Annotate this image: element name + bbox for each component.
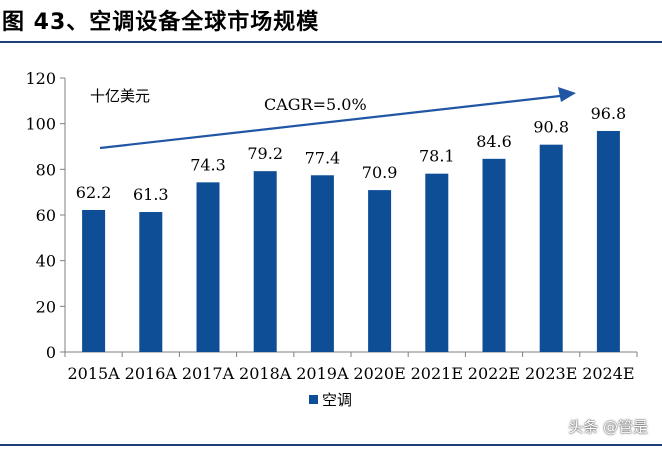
bar: [482, 158, 506, 352]
watermark: 头条 @管是: [568, 418, 648, 436]
x-tick-label: 2021E: [411, 364, 463, 383]
figure-title: 图 43、空调设备全球市场规模: [2, 10, 320, 35]
data-label: 90.8: [533, 118, 569, 137]
footer-rule: [0, 444, 662, 446]
x-tick-label: 2023E: [525, 364, 577, 383]
bar: [196, 182, 220, 352]
data-label: 70.9: [362, 163, 398, 182]
title-rule: [0, 41, 662, 43]
y-tick-label: 0: [46, 343, 56, 362]
x-tick-label: 2018A: [239, 364, 292, 383]
bar: [596, 130, 620, 352]
bar: [139, 212, 163, 352]
x-tick-label: 2022E: [468, 364, 520, 383]
bar: [539, 144, 563, 352]
legend-swatch: [309, 395, 318, 404]
data-label: 77.4: [305, 148, 341, 167]
y-tick-label: 60: [36, 206, 56, 225]
y-tick-label: 80: [36, 160, 56, 179]
cagr-arrow: [99, 87, 576, 150]
legend: 空调: [309, 391, 352, 409]
data-label: 78.1: [419, 147, 455, 166]
y-tick-label: 100: [25, 115, 56, 134]
data-labels: 62.2 61.3 74.3 79.2 77.4 70.9 78.1 84.6 90.8 96.8: [76, 104, 626, 204]
cagr-annotation: CAGR=5.0%: [264, 95, 367, 114]
x-tick-label: 2016A: [125, 364, 178, 383]
x-tick-label: 2019A: [296, 364, 349, 383]
bar-series: [82, 130, 620, 352]
x-tick-label: 2017A: [182, 364, 235, 383]
data-label: 62.2: [76, 183, 112, 202]
unit-label: 十亿美元: [90, 87, 150, 105]
data-label: 84.6: [476, 132, 512, 151]
data-label: 96.8: [591, 104, 627, 123]
x-axis: 2015A 2016A 2017A 2018A 2019A 2020E 2021E 2022E…: [64, 351, 638, 383]
x-tick-label: 2020E: [353, 364, 405, 383]
bar: [82, 209, 106, 352]
data-label: 79.2: [247, 144, 283, 163]
x-tick-label: 2024E: [582, 364, 634, 383]
y-axis: 0 20 40 60 80 100 120: [25, 69, 66, 362]
data-label: 61.3: [133, 185, 169, 204]
data-label: 74.3: [190, 155, 226, 174]
legend-label: 空调: [322, 391, 352, 409]
y-tick-label: 20: [36, 297, 56, 316]
bar: [253, 171, 277, 352]
y-tick-label: 40: [36, 252, 56, 271]
bar: [425, 173, 449, 352]
bar: [310, 175, 334, 352]
x-tick-label: 2015A: [67, 364, 120, 383]
bar: [368, 190, 392, 352]
y-tick-label: 120: [25, 69, 56, 88]
